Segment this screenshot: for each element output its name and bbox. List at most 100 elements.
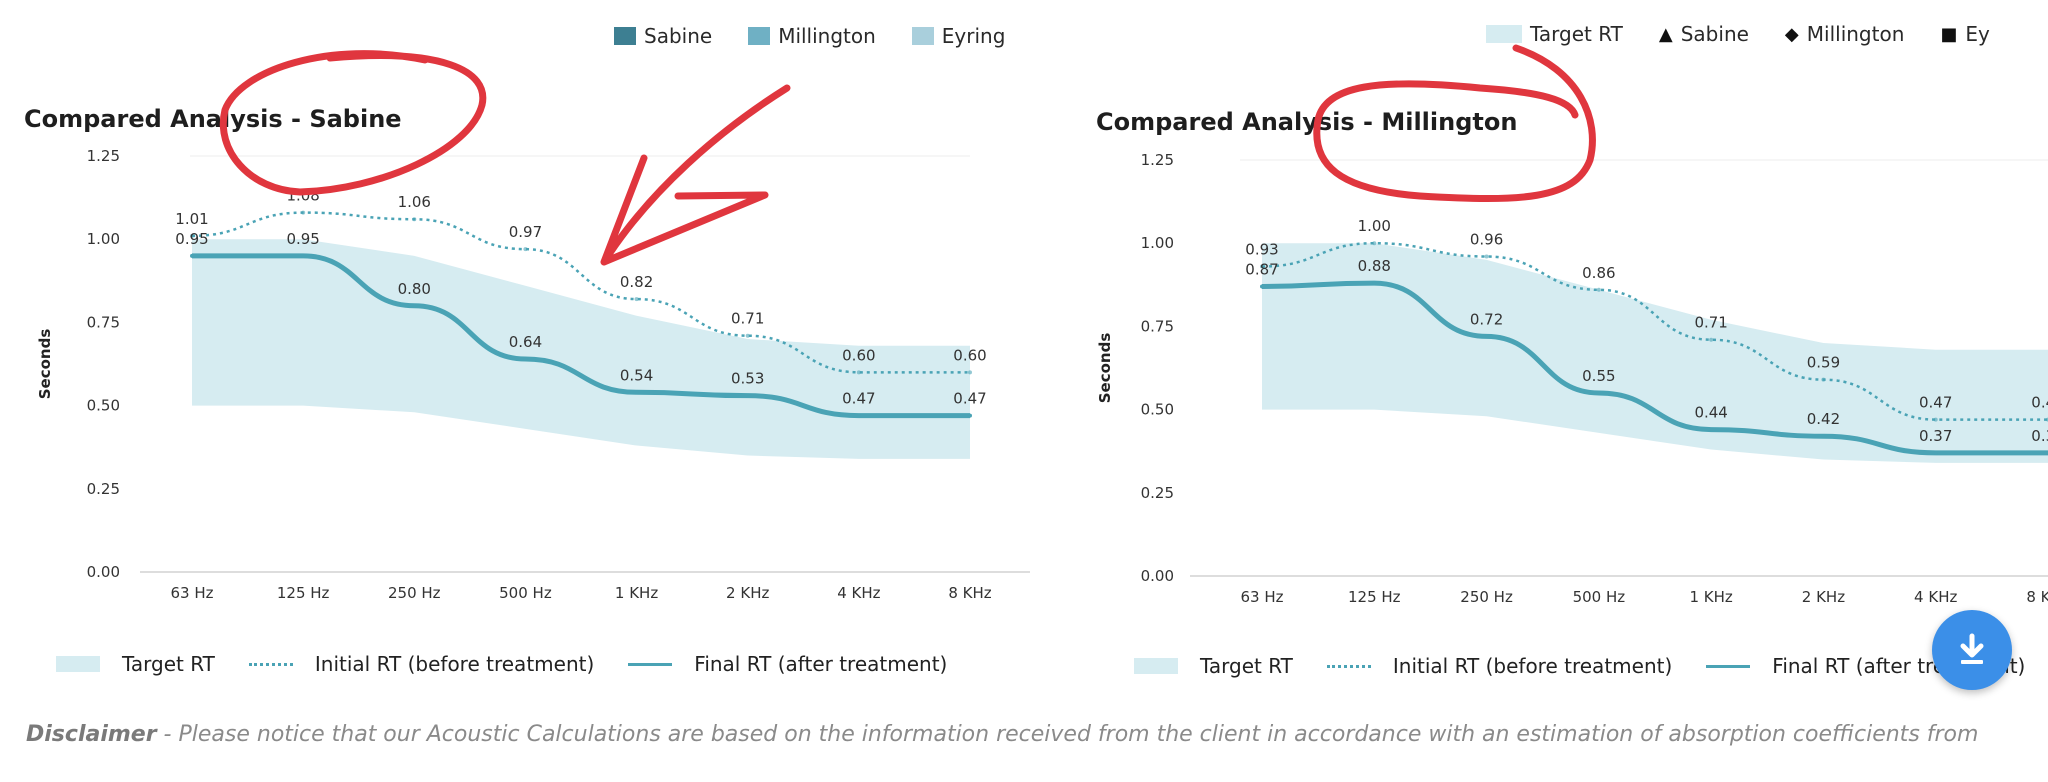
- final-rt-data-label: 0.64: [509, 333, 542, 351]
- legend-label: Initial RT (before treatment): [1392, 654, 1673, 678]
- target-rt-band: [192, 239, 970, 459]
- initial-rt-data-label: 0.71: [1694, 314, 1727, 332]
- initial-rt-line: [1261, 241, 2048, 421]
- final-rt-point: [1933, 450, 1938, 455]
- final-rt-point: [745, 393, 750, 398]
- final-rt-point: [1484, 334, 1489, 339]
- x-tick-label: 4 KHz: [837, 584, 880, 602]
- final-rt-point: [1372, 281, 1377, 286]
- legend-item-sabine[interactable]: ▲ Sabine: [1659, 22, 1749, 46]
- legend-item-target-rt[interactable]: Target RT: [56, 652, 215, 676]
- initial-rt-point: [412, 217, 417, 222]
- disclaimer-text: - Please notice that our Acoustic Calcul…: [156, 722, 1979, 747]
- x-tick-label: 250 Hz: [388, 584, 441, 602]
- legend-item-eyring[interactable]: Eyring: [911, 24, 1005, 48]
- y-tick-label: 1.00: [87, 230, 120, 248]
- initial-rt-data-label: 0.93: [1245, 240, 1278, 258]
- final-rt-point: [1260, 284, 1264, 289]
- initial-rt-point: [1372, 241, 1377, 246]
- y-tick-label: 0.00: [87, 563, 120, 581]
- initial-rt-data-label: 1.00: [1358, 217, 1391, 235]
- eyring-swatch: [911, 27, 934, 45]
- legend-item-sabine[interactable]: Sabine: [614, 24, 712, 48]
- legend-label: Sabine: [644, 24, 713, 48]
- legend-item-initial-rt[interactable]: Initial RT (before treatment): [248, 652, 594, 676]
- y-tick-label: 1.25: [87, 147, 120, 165]
- diamond-icon: ◆: [1784, 23, 1799, 45]
- initial-rt-point: [745, 333, 750, 338]
- final-rt-data-label: 0.95: [286, 230, 319, 248]
- legend-item-final-rt[interactable]: Final RT (after treatment): [628, 652, 947, 676]
- x-tick-label: 500 Hz: [1573, 588, 1626, 606]
- legend-label: Target RT: [122, 652, 215, 676]
- initial-rt-point: [1260, 264, 1264, 269]
- y-tick-label: 0.25: [87, 480, 120, 498]
- legend-label: Final RT (after treatment): [694, 652, 948, 676]
- initial-rt-data-label: 0.60: [953, 346, 986, 364]
- legend-item-millington[interactable]: Millington: [748, 24, 876, 48]
- legend-label: Target RT: [1200, 654, 1293, 678]
- initial-rt-data-label: 0.96: [1470, 231, 1503, 249]
- final-rt-data-label: 0.95: [175, 230, 208, 248]
- initial-rt-data-label: 1.06: [398, 193, 431, 211]
- initial-rt-point: [1933, 417, 1938, 422]
- dotted-line-icon: [248, 662, 293, 666]
- x-tick-label: 8 KHz: [948, 584, 991, 602]
- initial-rt-data-label: 0.71: [731, 310, 764, 328]
- initial-rt-point: [523, 247, 528, 252]
- initial-rt-data-label: 0.60: [842, 346, 875, 364]
- final-rt-point: [412, 303, 417, 308]
- bottom-legend-left: Target RT Initial RT (before treatment) …: [56, 652, 981, 676]
- final-rt-data-label: 0.80: [398, 280, 431, 298]
- initial-rt-data-label: 0.97: [509, 223, 542, 241]
- sabine-swatch: [614, 27, 636, 45]
- legend-label: Target RT: [1530, 22, 1623, 46]
- legend-label: Ey: [1965, 22, 1990, 46]
- final-rt-point: [968, 413, 972, 418]
- solid-line-icon: [628, 662, 673, 666]
- x-tick-label: 4 KHz: [1914, 588, 1957, 606]
- final-rt-data-label: 0.47: [953, 390, 986, 408]
- final-rt-point: [856, 413, 861, 418]
- initial-rt-point: [1709, 337, 1714, 342]
- legend-label: Sabine: [1680, 22, 1749, 46]
- initial-rt-point: [1821, 377, 1826, 382]
- final-rt-line: [1261, 280, 2048, 456]
- legend-item-target-rt[interactable]: Target RT: [1486, 22, 1623, 46]
- x-tick-label: 63 Hz: [170, 584, 213, 602]
- target-rt-swatch: [56, 656, 100, 672]
- final-rt-data-label: 0.37: [1919, 427, 1952, 445]
- initial-rt-data-label: 0.59: [1807, 354, 1840, 372]
- final-rt-data-label: 0.47: [842, 390, 875, 408]
- legend-top-right: Target RT ▲ Sabine ◆ Millington ■ Ey: [1486, 22, 2026, 46]
- legend-item-target-rt[interactable]: Target RT: [1134, 654, 1293, 678]
- initial-rt-point: [1596, 287, 1601, 292]
- legend-item-initial-rt[interactable]: Initial RT (before treatment): [1326, 654, 1673, 678]
- legend-item-millington[interactable]: ◆ Millington: [1785, 22, 1904, 46]
- y-axis-label: Seconds: [36, 329, 54, 400]
- dotted-line-icon: [1326, 664, 1371, 668]
- x-tick-label: 500 Hz: [499, 584, 552, 602]
- y-tick-label: 1.00: [1141, 234, 1174, 252]
- legend-label: Millington: [1806, 22, 1905, 46]
- y-tick-label: 0.00: [1141, 567, 1174, 585]
- initial-rt-data-label: 0.47: [1919, 394, 1952, 412]
- initial-rt-line: [191, 211, 970, 374]
- final-rt-point: [1821, 434, 1826, 439]
- disclaimer: Disclaimer - Please notice that our Acou…: [26, 722, 2048, 747]
- chart-millington: 0.00 0.25 0.50 0.75 1.00 1.25 Seconds 0.93 1.00 0…: [1096, 151, 2048, 606]
- final-rt-data-label: 0.37: [2031, 427, 2048, 445]
- target-rt-swatch: [1134, 658, 1178, 674]
- download-button[interactable]: [1932, 610, 2012, 690]
- y-tick-label: 1.25: [1141, 151, 1174, 169]
- legend-item-eyring[interactable]: ■ Ey: [1940, 22, 1990, 46]
- initial-rt-data-label: 0.86: [1582, 264, 1615, 282]
- final-rt-point: [301, 253, 306, 258]
- initial-rt-point: [1484, 254, 1489, 259]
- y-tick-label: 0.50: [87, 397, 120, 415]
- initial-rt-point: [301, 210, 306, 215]
- x-tick-label: 2 KHz: [726, 584, 769, 602]
- triangle-icon: ▲: [1658, 23, 1673, 45]
- final-rt-point: [190, 253, 194, 258]
- final-rt-point: [1596, 390, 1601, 395]
